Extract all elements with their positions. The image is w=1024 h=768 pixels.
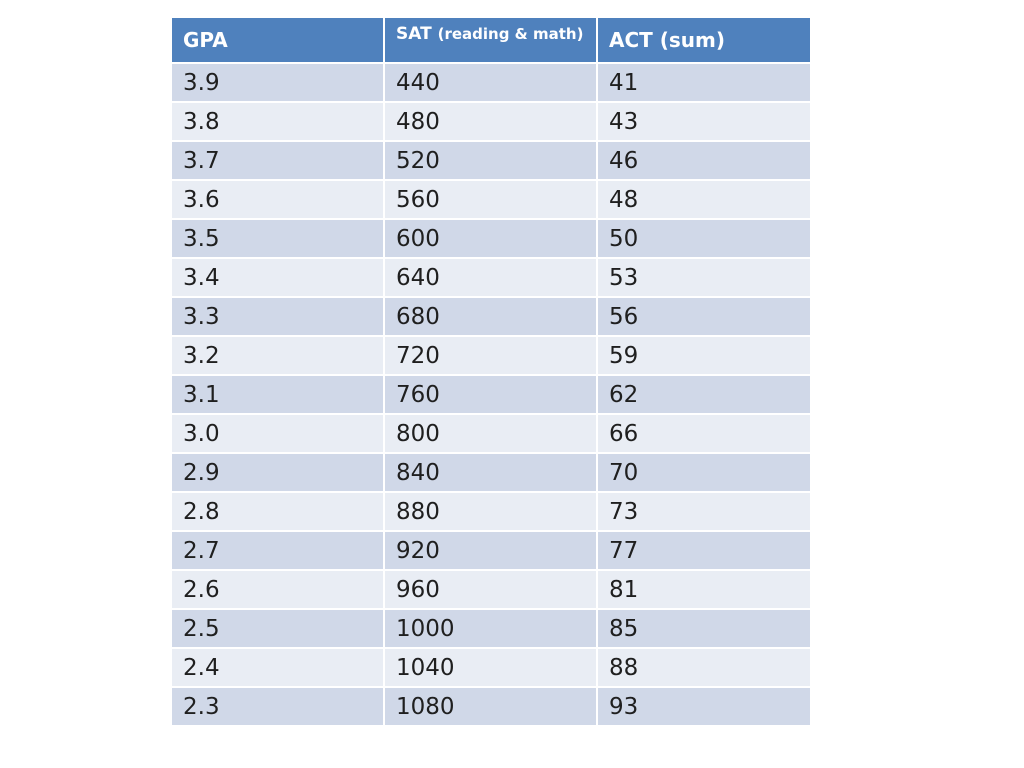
table-header-row: GPA SAT (reading & math) ACT (sum) (170, 16, 812, 64)
gpa-sat-act-table: GPA SAT (reading & math) ACT (sum) 3.9 4… (170, 16, 812, 727)
act-cell: 43 (596, 101, 812, 142)
table-row: 2.3 1080 93 (170, 686, 812, 727)
act-cell: 93 (596, 686, 812, 727)
header-sat-sub: (reading & math) (437, 25, 584, 43)
sat-cell: 600 (383, 218, 598, 259)
header-sat: SAT (reading & math) (383, 16, 598, 64)
act-cell: 62 (596, 374, 812, 415)
sat-cell: 640 (383, 257, 598, 298)
gpa-cell: 2.3 (170, 686, 385, 727)
act-cell: 70 (596, 452, 812, 493)
act-cell: 66 (596, 413, 812, 454)
sat-cell: 520 (383, 140, 598, 181)
table-row: 2.8 880 73 (170, 491, 812, 532)
gpa-cell: 3.9 (170, 62, 385, 103)
table-body: 3.9 440 41 3.8 480 43 3.7 520 46 3.6 560… (170, 62, 812, 727)
act-cell: 73 (596, 491, 812, 532)
sat-cell: 800 (383, 413, 598, 454)
sat-cell: 960 (383, 569, 598, 610)
gpa-cell: 3.2 (170, 335, 385, 376)
sat-cell: 880 (383, 491, 598, 532)
sat-cell: 560 (383, 179, 598, 220)
act-cell: 41 (596, 62, 812, 103)
table-row: 3.5 600 50 (170, 218, 812, 259)
table-row: 3.3 680 56 (170, 296, 812, 337)
act-cell: 50 (596, 218, 812, 259)
sat-cell: 1000 (383, 608, 598, 649)
gpa-cell: 2.9 (170, 452, 385, 493)
gpa-cell: 3.0 (170, 413, 385, 454)
gpa-cell: 2.6 (170, 569, 385, 610)
table-row: 3.2 720 59 (170, 335, 812, 376)
gpa-cell: 2.7 (170, 530, 385, 571)
gpa-cell: 3.5 (170, 218, 385, 259)
gpa-cell: 3.7 (170, 140, 385, 181)
header-act: ACT (sum) (596, 16, 812, 64)
act-cell: 81 (596, 569, 812, 610)
act-cell: 48 (596, 179, 812, 220)
act-cell: 59 (596, 335, 812, 376)
act-cell: 77 (596, 530, 812, 571)
act-cell: 56 (596, 296, 812, 337)
gpa-cell: 3.1 (170, 374, 385, 415)
gpa-cell: 3.6 (170, 179, 385, 220)
table-row: 3.0 800 66 (170, 413, 812, 454)
table-row: 3.8 480 43 (170, 101, 812, 142)
act-cell: 46 (596, 140, 812, 181)
act-cell: 88 (596, 647, 812, 688)
sat-cell: 680 (383, 296, 598, 337)
act-cell: 85 (596, 608, 812, 649)
table-row: 3.4 640 53 (170, 257, 812, 298)
sat-cell: 840 (383, 452, 598, 493)
table-row: 2.6 960 81 (170, 569, 812, 610)
table-row: 2.5 1000 85 (170, 608, 812, 649)
table-row: 3.9 440 41 (170, 62, 812, 103)
sat-cell: 720 (383, 335, 598, 376)
header-gpa: GPA (170, 16, 385, 64)
act-cell: 53 (596, 257, 812, 298)
sat-cell: 760 (383, 374, 598, 415)
sat-cell: 1040 (383, 647, 598, 688)
header-sat-main: SAT (396, 24, 432, 44)
table-row: 3.7 520 46 (170, 140, 812, 181)
sat-cell: 480 (383, 101, 598, 142)
table-row: 2.7 920 77 (170, 530, 812, 571)
sat-cell: 920 (383, 530, 598, 571)
sat-cell: 440 (383, 62, 598, 103)
gpa-cell: 3.3 (170, 296, 385, 337)
sat-cell: 1080 (383, 686, 598, 727)
table-row: 3.6 560 48 (170, 179, 812, 220)
gpa-cell: 2.5 (170, 608, 385, 649)
table-row: 2.4 1040 88 (170, 647, 812, 688)
table-row: 2.9 840 70 (170, 452, 812, 493)
gpa-cell: 2.4 (170, 647, 385, 688)
gpa-cell: 2.8 (170, 491, 385, 532)
gpa-cell: 3.8 (170, 101, 385, 142)
gpa-cell: 3.4 (170, 257, 385, 298)
table-row: 3.1 760 62 (170, 374, 812, 415)
